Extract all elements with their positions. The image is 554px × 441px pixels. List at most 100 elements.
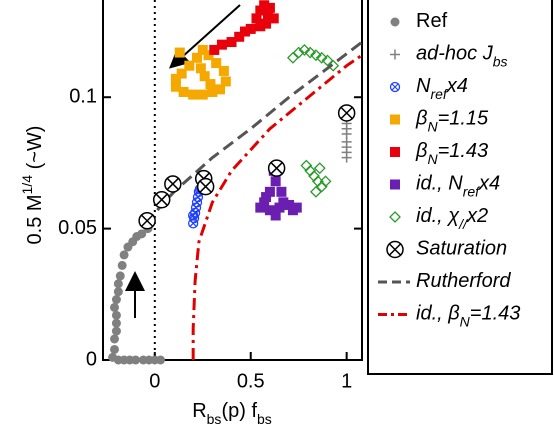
series-line (191, 53, 363, 360)
marker-shape (264, 186, 275, 197)
marker-shape (390, 179, 400, 190)
marker-point (264, 186, 275, 197)
legend-label-part: N (416, 75, 431, 97)
marker-shape (261, 192, 272, 203)
marker-shape (261, 18, 272, 29)
marker-shape (239, 26, 250, 37)
x-label-part: bs (207, 411, 222, 427)
marker-point (174, 47, 185, 58)
legend-label: id., χ//x2 (416, 205, 488, 231)
marker-point (255, 202, 266, 213)
marker-point (310, 49, 322, 62)
legend-label-part: id., β (416, 303, 460, 325)
legend-label: Saturation (416, 238, 507, 260)
y-label-part: (~W) (24, 126, 46, 175)
marker-shape (207, 86, 218, 97)
marker-shape (205, 79, 216, 90)
legend-label-part: =1.43 (470, 303, 521, 325)
marker-shape (319, 175, 332, 188)
marker-point (156, 355, 166, 365)
legend-label-part: id., N (416, 173, 463, 195)
marker-shape (321, 54, 334, 67)
marker-shape (117, 260, 127, 270)
marker-point (211, 58, 222, 69)
marker-point (298, 44, 311, 56)
marker-point (287, 51, 299, 64)
marker-point (251, 13, 262, 24)
marker-point (188, 210, 199, 221)
legend-label-part: id., χ (416, 205, 460, 227)
x-tick-label: 0 (149, 370, 160, 392)
marker-point (216, 39, 227, 50)
marker-point (170, 73, 181, 84)
marker-point (278, 197, 289, 208)
marker-point (268, 13, 279, 24)
legend-label: id., Nrefx4 (416, 173, 500, 199)
marker-shape (218, 65, 229, 76)
marker-shape (259, 197, 270, 208)
legend-label-part: x4 (478, 173, 500, 195)
x-tick-label: 1 (341, 370, 352, 392)
marker-point (119, 250, 129, 260)
marker-point (313, 162, 326, 175)
marker-shape (262, 10, 273, 21)
marker-point (178, 86, 189, 97)
legend-label-part: ad-hoc J (416, 43, 494, 65)
legend-label: Rutherford (416, 270, 511, 292)
marker-shape (278, 197, 289, 208)
marker-shape (292, 46, 305, 59)
plot-frame (102, 0, 363, 361)
marker-point (321, 54, 334, 67)
marker-shape (389, 81, 401, 93)
marker-point (390, 49, 400, 60)
marker-shape (251, 13, 262, 24)
x-axis-label: Rbs(p) fbs (192, 400, 272, 426)
y-label-part: 0.5 M (24, 194, 46, 244)
marker-point (337, 104, 356, 122)
marker-shape (215, 84, 226, 95)
x-label-part: bs (257, 411, 272, 427)
marker-shape (192, 52, 203, 63)
marker-point (164, 175, 182, 193)
marker-shape (268, 13, 279, 24)
marker-shape (188, 210, 199, 221)
marker-shape (274, 202, 285, 213)
marker-point (111, 295, 121, 305)
marker-point (113, 279, 123, 289)
marker-point (261, 18, 272, 29)
marker-shape (188, 89, 199, 100)
marker-shape (111, 326, 121, 336)
marker-shape (108, 352, 118, 362)
marker-point (197, 44, 208, 55)
marker-shape (391, 83, 399, 91)
y-tick-label: 0.1 (69, 86, 97, 108)
marker-shape (119, 250, 129, 260)
marker-shape (184, 60, 195, 71)
marker-point (270, 176, 281, 187)
marker-shape (110, 302, 120, 312)
legend-label-part: bs (493, 53, 508, 69)
marker-shape (255, 202, 266, 213)
marker-shape (216, 39, 227, 50)
marker-point (259, 197, 270, 208)
marker-point (239, 26, 250, 37)
marker-shape (209, 44, 220, 55)
marker-shape (113, 279, 123, 289)
legend-label-part: ref (463, 183, 481, 199)
legend-label-part: β (415, 140, 427, 162)
legend-label-part: x2 (466, 205, 488, 227)
marker-shape (270, 176, 281, 187)
legend-label: id., βN=1.43 (416, 303, 520, 329)
marker-point (203, 50, 214, 61)
marker-point (390, 17, 400, 27)
y-tick-label: 0.05 (58, 217, 97, 239)
marker-point (304, 46, 317, 59)
marker-shape (226, 37, 237, 48)
marker-point (264, 205, 275, 216)
marker-shape (170, 73, 181, 84)
marker-point (209, 44, 220, 55)
marker-shape (141, 214, 154, 227)
marker-point (264, 2, 275, 13)
